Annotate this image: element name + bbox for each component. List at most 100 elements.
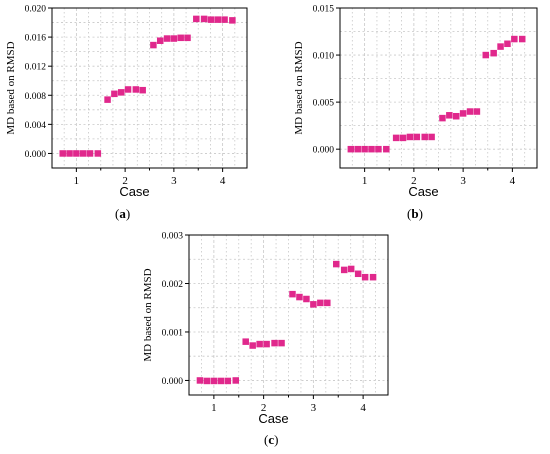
panel-label-c: (c): [264, 432, 279, 447]
data-point: [421, 133, 428, 141]
data-point: [392, 134, 400, 142]
y-tick-label: 0.008: [25, 92, 47, 102]
data-point: [361, 145, 368, 153]
data-point: [413, 133, 421, 141]
data-point: [73, 150, 80, 157]
data-point: [482, 51, 490, 59]
data-point: [271, 339, 278, 347]
data-point: [196, 377, 204, 384]
data-point: [163, 35, 171, 42]
data-point: [490, 49, 497, 57]
data-point: [249, 342, 256, 349]
data-point: [170, 35, 178, 42]
x-tick-label: 3: [311, 402, 317, 414]
x-tick-label: 3: [460, 175, 466, 187]
data-point: [317, 299, 324, 307]
data-point: [347, 145, 355, 153]
y-tick-label: 0.001: [162, 328, 184, 338]
data-point: [375, 145, 382, 153]
data-point: [232, 377, 240, 384]
data-point: [132, 86, 140, 93]
data-point: [473, 108, 481, 115]
data-point: [347, 265, 355, 273]
data-point: [518, 35, 526, 43]
x-tick-label: 1: [211, 402, 217, 414]
data-point: [124, 86, 132, 93]
y-tick-label: 0.002: [162, 280, 184, 290]
data-point: [86, 150, 94, 157]
data-point: [369, 273, 377, 281]
data-point: [217, 377, 225, 385]
y-tick-label: 0.010: [313, 52, 335, 62]
x-axis-label: Case: [258, 411, 288, 426]
panel-label-a: (a): [115, 206, 131, 221]
y-tick-label: 0.015: [313, 5, 335, 15]
data-point: [354, 145, 361, 153]
data-point: [497, 43, 504, 50]
data-point: [256, 340, 263, 348]
data-point: [242, 338, 249, 345]
data-point: [94, 150, 102, 157]
y-axis-label: MD based on RMSD: [5, 41, 17, 134]
data-point: [229, 17, 236, 24]
data-point: [511, 35, 518, 43]
data-point: [207, 16, 215, 23]
y-tick-label: 0.012: [25, 63, 47, 73]
y-tick-label: 0.005: [313, 99, 335, 109]
data-point: [368, 145, 375, 153]
data-point: [452, 112, 460, 120]
data-point: [466, 108, 474, 115]
data-point: [289, 290, 296, 298]
x-tick-label: 4: [360, 402, 366, 414]
data-point: [324, 299, 331, 307]
y-tick-label: 0.020: [25, 5, 47, 15]
data-point: [354, 270, 362, 278]
data-point: [139, 86, 146, 94]
data-point: [111, 90, 118, 98]
panel-label-b: (b): [407, 206, 423, 221]
data-point: [210, 377, 218, 385]
data-point: [117, 89, 125, 96]
data-point: [446, 112, 453, 119]
y-axis-label: MD based on RMSD: [293, 41, 305, 134]
data-point: [406, 133, 414, 141]
y-tick-label: 0.000: [162, 377, 184, 387]
data-point: [310, 301, 317, 308]
x-tick-label: 2: [122, 175, 128, 187]
data-point: [399, 134, 407, 142]
data-point: [193, 15, 200, 23]
x-axis-label: Case: [119, 184, 149, 199]
data-point: [383, 145, 390, 153]
data-point: [504, 40, 511, 48]
data-point: [428, 133, 435, 141]
data-point: [303, 295, 310, 303]
x-axis-label: Case: [408, 184, 438, 199]
data-point: [203, 377, 211, 385]
data-point: [150, 41, 157, 49]
data-point: [184, 34, 191, 42]
data-point: [459, 110, 467, 117]
y-tick-label: 0.016: [25, 34, 47, 44]
data-point: [214, 16, 221, 23]
data-point: [340, 266, 348, 274]
x-tick-label: 2: [261, 402, 267, 414]
data-point: [333, 260, 340, 268]
data-point: [177, 34, 184, 42]
y-tick-label: 0.004: [25, 121, 47, 131]
data-point: [200, 15, 208, 23]
data-point: [439, 114, 446, 122]
data-point: [263, 340, 270, 348]
data-point: [104, 96, 111, 103]
data-point: [79, 150, 87, 157]
data-point: [221, 16, 228, 23]
y-tick-label: 0.003: [162, 232, 184, 242]
x-tick-label: 4: [510, 175, 516, 187]
x-tick-label: 2: [411, 175, 417, 187]
y-tick-label: 0.000: [25, 150, 47, 160]
data-point: [296, 293, 303, 301]
x-tick-label: 1: [74, 175, 80, 187]
data-point: [278, 339, 285, 347]
data-point: [156, 37, 164, 44]
x-tick-label: 1: [362, 175, 368, 187]
